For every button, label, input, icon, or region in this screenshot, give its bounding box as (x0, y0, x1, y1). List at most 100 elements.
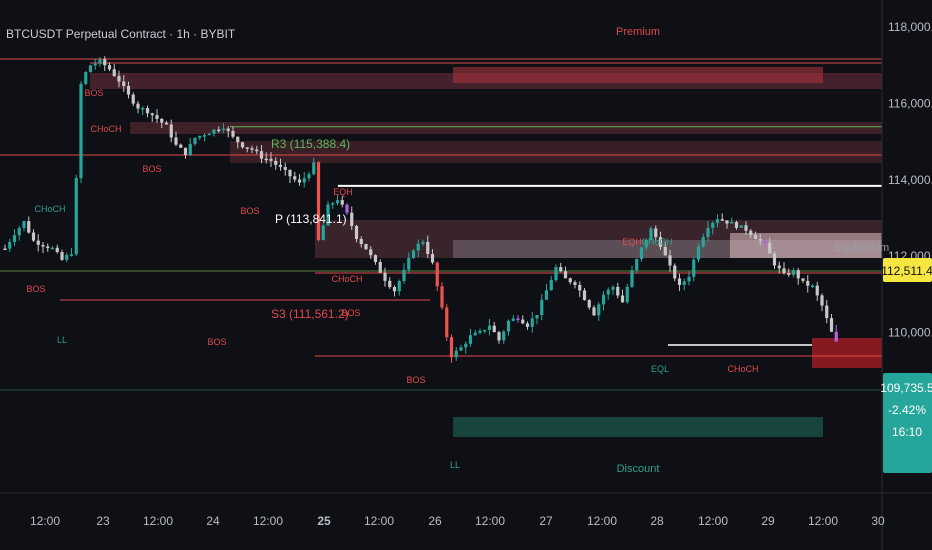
candle-body (658, 237, 663, 247)
annotation-choch: CHoCH (34, 204, 65, 214)
candle-body (41, 244, 45, 247)
candle-body (407, 257, 411, 270)
candle-body (753, 235, 758, 239)
candle-body (597, 304, 601, 316)
candle-body (696, 246, 701, 260)
candle-body (79, 83, 83, 179)
candle-body (55, 247, 59, 253)
candle-body (31, 232, 36, 241)
candle-body (397, 281, 401, 292)
candle-body (502, 331, 506, 341)
ob-zone-bottom (812, 338, 882, 368)
candle-body (392, 287, 397, 292)
candle-body (364, 243, 368, 250)
candle-body (758, 238, 762, 241)
candle-body (373, 255, 378, 263)
candle-body (673, 265, 677, 279)
x-tick-label: 30 (871, 514, 885, 528)
candle-body (402, 269, 406, 282)
annotation-bos: BOS (406, 375, 425, 385)
candle-body (782, 268, 786, 274)
x-tick-label: 25 (317, 514, 331, 528)
candle-body (155, 115, 159, 119)
candle-body (506, 320, 511, 332)
candle-body (687, 276, 691, 282)
candle-body (492, 325, 496, 333)
candle-body (74, 178, 78, 255)
candle-body (302, 178, 306, 183)
candle-body (369, 249, 373, 256)
candle-body (169, 124, 173, 138)
candle-body (69, 254, 74, 256)
candle-body (478, 330, 482, 333)
x-tick-label: 24 (206, 514, 220, 528)
price-change-text: -2.42% (888, 403, 926, 417)
candle-body (544, 290, 549, 300)
candle-body (521, 319, 525, 324)
discount-label: Discount (617, 463, 660, 475)
y-tick-label: 116,000.0 (888, 96, 932, 110)
candle-body (834, 331, 838, 342)
candle-body (468, 335, 473, 344)
candle-body (354, 226, 359, 240)
x-tick-label: 12:00 (30, 514, 60, 528)
candle-body (198, 135, 202, 138)
candle-body (654, 228, 658, 238)
last-price-tag (883, 373, 932, 473)
x-tick-label: 12:00 (808, 514, 838, 528)
candle-body (141, 108, 145, 110)
candle-body (739, 225, 743, 228)
candle-body (611, 286, 615, 290)
candle-body (744, 225, 748, 231)
candle-body (497, 332, 501, 341)
candle-body (730, 222, 734, 224)
candle-body (430, 253, 435, 263)
candle-body (806, 280, 810, 286)
premium-label: Premium (616, 26, 660, 38)
candle-body (217, 129, 221, 132)
annotation-bos: BOS (207, 337, 226, 347)
ob-zone-mid (130, 122, 882, 134)
candle-body (164, 122, 169, 125)
candle-body (639, 247, 644, 259)
candle-body (563, 271, 568, 279)
candle-body (663, 246, 667, 256)
y-tick-label: 118,000.0 (888, 20, 932, 34)
s3-label: S3 (111,561.2) (271, 307, 349, 321)
candle-body (820, 295, 824, 306)
candle-body (435, 262, 439, 287)
candle-body (326, 204, 330, 226)
candle-body (274, 160, 278, 165)
candle-body (411, 250, 416, 258)
annotation-eqh: EQH (333, 187, 353, 197)
candle-body (131, 94, 135, 104)
candle-body (592, 307, 596, 316)
candle-body (3, 248, 7, 251)
candle-body (202, 135, 207, 137)
candle-body (692, 259, 696, 277)
candle-body (345, 204, 349, 213)
candle-body (464, 343, 468, 348)
x-tick-label: 26 (428, 514, 442, 528)
candles-layer[interactable] (3, 56, 838, 363)
candle-body (103, 59, 107, 66)
candle-body (259, 151, 264, 159)
candle-body (801, 278, 805, 281)
chart-title: BTCUSDT Perpetual Contract · 1h · BYBIT (6, 27, 236, 41)
candle-body (250, 148, 254, 150)
candle-body (511, 318, 515, 321)
candle-body (454, 350, 458, 358)
candle-body (98, 59, 102, 64)
candle-body (207, 133, 211, 136)
candle-body (226, 128, 230, 131)
candle-body (421, 241, 425, 244)
annotation-ll: LL (57, 335, 67, 345)
ob-zone-r3 (230, 141, 882, 163)
candle-body (630, 270, 634, 287)
candle-body (160, 118, 164, 123)
candle-body (715, 219, 720, 223)
candle-body (150, 113, 154, 116)
candle-body (27, 221, 31, 233)
